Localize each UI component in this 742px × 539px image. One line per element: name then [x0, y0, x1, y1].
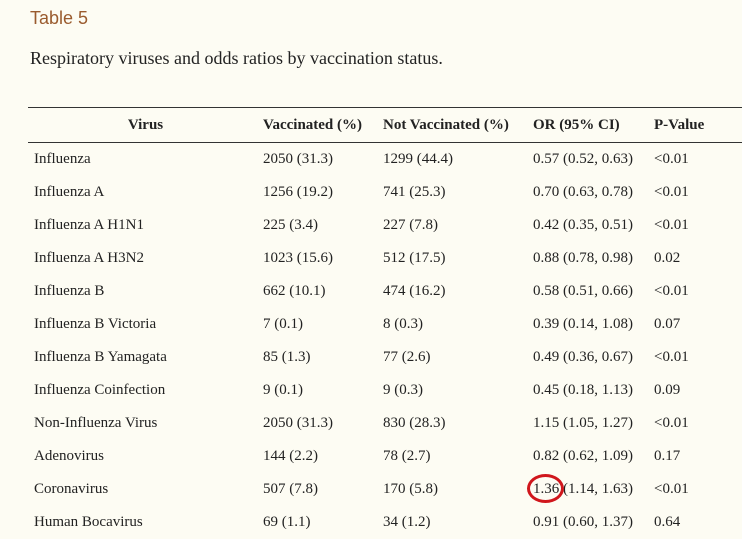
- cell-odds-ratio: 0.88 (0.78, 0.98): [527, 242, 648, 275]
- cell-odds-ratio: 1.15 (1.05, 1.27): [527, 407, 648, 440]
- cell-virus: Influenza A H3N2: [28, 242, 257, 275]
- cell-odds-ratio: 0.45 (0.18, 1.13): [527, 374, 648, 407]
- cell-odds-ratio: 0.42 (0.35, 0.51): [527, 209, 648, 242]
- cell-p-value: <0.01: [648, 275, 742, 308]
- cell-vaccinated: 7 (0.1): [257, 308, 377, 341]
- cell-not-vaccinated: 34 (1.2): [377, 506, 527, 539]
- cell-p-value: <0.01: [648, 473, 742, 506]
- column-header-virus: Virus: [28, 108, 257, 143]
- cell-vaccinated: 9 (0.1): [257, 374, 377, 407]
- cell-vaccinated: 2050 (31.3): [257, 143, 377, 177]
- cell-virus: Influenza B: [28, 275, 257, 308]
- cell-p-value: <0.01: [648, 143, 742, 177]
- cell-odds-ratio: 0.91 (0.60, 1.37): [527, 506, 648, 539]
- cell-p-value: 0.07: [648, 308, 742, 341]
- cell-not-vaccinated: 78 (2.7): [377, 440, 527, 473]
- cell-odds-ratio: 1.36 (1.14, 1.63): [527, 473, 648, 506]
- cell-odds-ratio: 0.49 (0.36, 0.67): [527, 341, 648, 374]
- cell-p-value: 0.64: [648, 506, 742, 539]
- cell-vaccinated: 85 (1.3): [257, 341, 377, 374]
- cell-virus: Influenza A H1N1: [28, 209, 257, 242]
- column-header-odds-ratio: OR (95% CI): [527, 108, 648, 143]
- cell-vaccinated: 1023 (15.6): [257, 242, 377, 275]
- table-label: Table 5: [30, 8, 88, 29]
- cell-vaccinated: 144 (2.2): [257, 440, 377, 473]
- cell-odds-ratio: 0.82 (0.62, 1.09): [527, 440, 648, 473]
- cell-not-vaccinated: 512 (17.5): [377, 242, 527, 275]
- column-header-not-vaccinated: Not Vaccinated (%): [377, 108, 527, 143]
- cell-p-value: <0.01: [648, 407, 742, 440]
- cell-p-value: <0.01: [648, 341, 742, 374]
- cell-not-vaccinated: 830 (28.3): [377, 407, 527, 440]
- cell-vaccinated: 507 (7.8): [257, 473, 377, 506]
- cell-vaccinated: 2050 (31.3): [257, 407, 377, 440]
- column-header-vaccinated: Vaccinated (%): [257, 108, 377, 143]
- table-caption: Respiratory viruses and odds ratios by v…: [30, 48, 443, 69]
- cell-odds-ratio: 0.57 (0.52, 0.63): [527, 143, 648, 177]
- cell-odds-ratio: 0.58 (0.51, 0.66): [527, 275, 648, 308]
- cell-not-vaccinated: 8 (0.3): [377, 308, 527, 341]
- cell-virus: Human Bocavirus: [28, 506, 257, 539]
- cell-virus: Coronavirus: [28, 473, 257, 506]
- cell-p-value: <0.01: [648, 209, 742, 242]
- cell-virus: Influenza B Victoria: [28, 308, 257, 341]
- cell-not-vaccinated: 9 (0.3): [377, 374, 527, 407]
- cell-virus: Non-Influenza Virus: [28, 407, 257, 440]
- cell-virus: Influenza A: [28, 176, 257, 209]
- cell-not-vaccinated: 474 (16.2): [377, 275, 527, 308]
- cell-not-vaccinated: 170 (5.8): [377, 473, 527, 506]
- cell-virus: Influenza: [28, 143, 257, 177]
- cell-p-value: 0.17: [648, 440, 742, 473]
- cell-p-value: <0.01: [648, 176, 742, 209]
- cell-vaccinated: 1256 (19.2): [257, 176, 377, 209]
- data-table: Virus Vaccinated (%) Not Vaccinated (%) …: [28, 107, 742, 539]
- cell-p-value: 0.02: [648, 242, 742, 275]
- column-header-p-value: P-Value: [648, 108, 742, 143]
- table-container: Virus Vaccinated (%) Not Vaccinated (%) …: [28, 107, 742, 539]
- cell-p-value: 0.09: [648, 374, 742, 407]
- cell-virus: Influenza B Yamagata: [28, 341, 257, 374]
- cell-virus: Adenovirus: [28, 440, 257, 473]
- cell-odds-ratio: 0.39 (0.14, 1.08): [527, 308, 648, 341]
- cell-not-vaccinated: 1299 (44.4): [377, 143, 527, 177]
- cell-virus: Influenza Coinfection: [28, 374, 257, 407]
- cell-not-vaccinated: 741 (25.3): [377, 176, 527, 209]
- cell-not-vaccinated: 227 (7.8): [377, 209, 527, 242]
- highlight-circle-annotation: [527, 474, 564, 503]
- cell-vaccinated: 225 (3.4): [257, 209, 377, 242]
- cell-not-vaccinated: 77 (2.6): [377, 341, 527, 374]
- cell-vaccinated: 69 (1.1): [257, 506, 377, 539]
- table-header: Virus Vaccinated (%) Not Vaccinated (%) …: [28, 108, 742, 143]
- cell-odds-ratio: 0.70 (0.63, 0.78): [527, 176, 648, 209]
- cell-vaccinated: 662 (10.1): [257, 275, 377, 308]
- header-row: Virus Vaccinated (%) Not Vaccinated (%) …: [28, 108, 742, 143]
